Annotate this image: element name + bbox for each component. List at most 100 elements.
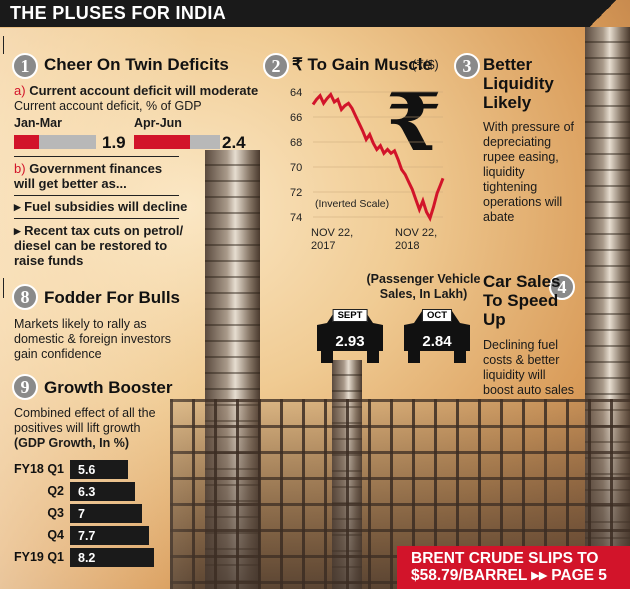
section-3-heading-line2: Liquidity [483,74,554,93]
section-3-line-2: depreciating [483,135,552,149]
section-8-badge: 8 [12,284,38,310]
section-4-line-3: liquidity will [483,368,546,382]
car-oct-month: OCT [421,309,453,322]
growth-bar: 7.7 [70,526,150,545]
y-tick-label: 68 [290,137,302,149]
section-4-line-1: Declining fuel [483,338,559,352]
section-1a-prefix: a) [14,83,26,98]
car-oct-value: 2.84 [422,333,452,350]
section-4-badge: 4 [549,274,575,300]
rupee-icon: ₹ [386,75,442,169]
car-icon [404,311,470,363]
footer-price: $58.79/BARREL [411,567,528,584]
cars-note-line1: (Passenger Vehicle [366,272,481,286]
section-4-heading: Car Sales To Speed Up [483,272,561,329]
section-3-line-1: With pressure of [483,120,575,134]
section-8-body: Markets likely to rally as domestic & fo… [14,317,171,362]
bullet-2-line2: diesel can be restored to [14,238,168,253]
section-3-body: With pressure of depreciating rupee easi… [483,120,574,225]
cad-bar-1-fill [14,135,39,149]
section-9-body: Combined effect of all the positives wil… [14,406,156,451]
section-8-rule [3,278,4,298]
section-8-line-2: domestic & foreign investors [14,332,172,346]
section-1a-label: Current account deficit will moderate [29,83,259,98]
bullet-2-line1: Recent tax cuts on petrol/ [24,223,184,238]
section-8-line-3: gain confidence [14,347,102,361]
x-tick-label: 2017 [311,240,335,252]
section-1b-line2: will get better as... [14,176,127,191]
section-9-line-3: (GDP Growth, In %) [14,436,130,450]
title-rule-left [3,36,4,54]
brent-crude-link[interactable]: BRENT CRUDE SLIPS TO $58.79/BARREL ▸▸ PA… [397,546,630,589]
section-3-line-5: tightening [483,180,538,194]
section-4-heading-line3: Up [483,310,506,329]
y-tick-label: 66 [290,112,302,124]
inverted-scale-note: (Inverted Scale) [315,198,389,210]
cad-bar-2-value: 2.4 [222,133,246,152]
section-2-badge: 2 [263,53,289,79]
section-1b-text: b) Government finances will get better a… [14,161,162,191]
growth-bar: 8.2 [70,548,155,567]
y-tick-label: 64 [290,87,302,99]
section-1a-text: a) Current account deficit will moderate [14,83,258,98]
growth-row-label: FY19 Q1 [13,550,64,564]
cad-bar-2 [134,135,220,149]
growth-bar-value: 8.2 [78,550,96,565]
growth-bar-value: 7.7 [78,528,96,543]
rupee-chart-gridlines [313,91,443,218]
x-tick-label: NOV 22, [395,227,437,239]
cad-bar-1-value: 1.9 [102,133,126,152]
growth-row-label: Q4 [47,528,64,542]
section-3-badge: 3 [454,53,480,79]
section-2-unit: (₹/$) [412,58,439,72]
rupee-series-line [311,91,445,222]
section-9-line-1: Combined effect of all the [14,406,156,420]
cad-subtitle: Current account deficit, % of GDP [14,99,202,113]
growth-row-label: FY18 Q1 [13,462,64,476]
bullet-2-line3: raise funds [14,253,84,268]
bullet-2: ▸ Recent tax cuts on petrol/ diesel can … [14,223,184,268]
section-8-heading: Fodder For Bulls [44,288,180,307]
car-sept: SEPT 2.93 [313,305,387,367]
section-1-rule [14,156,179,157]
x-tick-label: 2018 [395,240,419,252]
section-1-badge: 1 [12,53,38,79]
car-sept-value: 2.93 [335,333,365,350]
section-9-badge: 9 [12,374,38,400]
growth-row-label: Q3 [47,506,64,520]
section-2-heading: ₹ To Gain Muscle [292,55,432,74]
section-3-heading-line1: Better [483,55,533,74]
car-sept-month: SEPT [332,309,368,322]
section-4-line-4: boost auto sales [483,383,575,397]
cad-period-1-label: Jan-Mar [14,116,62,130]
growth-bar-value: 6.3 [78,484,96,499]
cad-bar-2-fill [134,135,190,149]
section-3-line-3: rupee easing, [483,150,559,164]
bullet-1: ▸ Fuel subsidies will decline [14,199,188,214]
bullet-2-rule [14,218,179,219]
bullet-1-text: Fuel subsidies will decline [24,199,188,214]
y-tick-label: 74 [290,212,302,224]
section-9-heading: Growth Booster [44,378,173,397]
section-3-line-4: liquidity [483,165,525,179]
car-oct: OCT 2.84 [400,305,474,367]
section-8-line-1: Markets likely to rally as [14,317,147,331]
cad-period-2-label: Apr-Jun [134,116,182,130]
section-4-line-2: costs & better [483,353,560,367]
section-1b-line1: Government finances [29,161,163,176]
growth-bar-value: 7 [78,506,85,521]
page-title: THE PLUSES FOR INDIA [10,3,227,23]
y-tick-label: 72 [290,187,302,199]
growth-row-label: Q2 [47,484,64,498]
cars-note: (Passenger Vehicle Sales, In Lakh) [356,272,491,302]
section-1-heading: Cheer On Twin Deficits [44,55,229,74]
growth-bar-value: 5.6 [78,462,96,477]
section-3-line-6: operations will [483,195,563,209]
footer-page-ref: PAGE 5 [551,567,607,584]
section-3-heading: Better Liquidity Likely [483,55,554,112]
section-1b-prefix: b) [14,161,26,176]
section-4-body: Declining fuel costs & better liquidity … [483,338,574,398]
growth-bar: 5.6 [70,460,128,479]
